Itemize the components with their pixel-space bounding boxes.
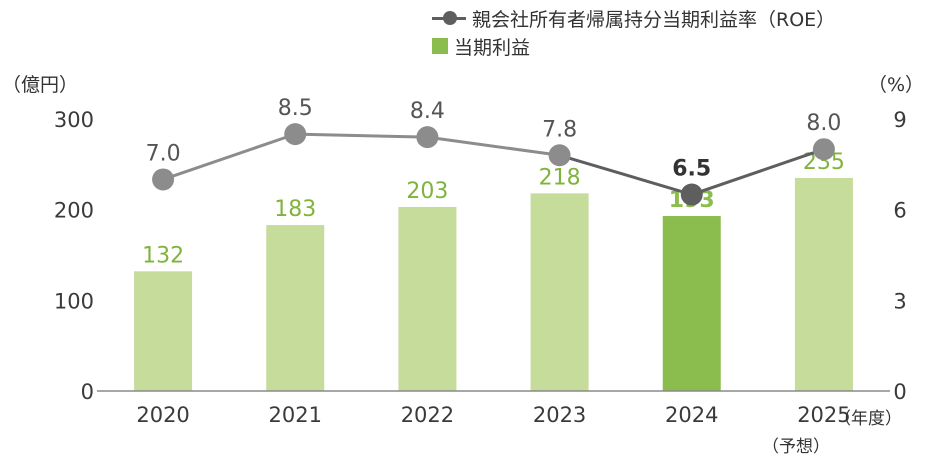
bar-2021 (266, 225, 325, 391)
right-axis-tick: 9 (893, 108, 906, 132)
bar-label-2022: 203 (406, 179, 448, 204)
roe-line-segment (691, 147, 825, 196)
right-axis-tick: 6 (893, 199, 906, 223)
legend-line-marker (432, 6, 466, 30)
x-axis-tick: 2022 (401, 403, 454, 427)
bar-2025 (794, 177, 853, 391)
legend-label-profit: 当期利益 (454, 36, 531, 59)
roe-point-2020 (152, 168, 175, 191)
roe-point-2025 (812, 138, 835, 161)
x-axis-unit: （年度） (834, 409, 902, 429)
legend-item-profit: 当期利益 (432, 34, 531, 59)
roe-point-2022 (416, 126, 439, 149)
left-axis-unit: （億円） (2, 74, 79, 96)
x-axis-tick: 2020 (136, 403, 189, 427)
legend-bar-marker (432, 38, 448, 54)
legend-label-roe: 親会社所有者帰属持分当期利益率（ROE） (472, 8, 836, 31)
left-axis-tick: 0 (81, 380, 94, 404)
bar-2020 (134, 271, 193, 391)
forecast-note: （予想） (762, 437, 830, 457)
bar-2024 (662, 216, 721, 391)
left-axis-tick: 300 (54, 108, 94, 132)
roe-label-2020: 7.0 (146, 141, 181, 166)
bar-label-2020: 132 (142, 243, 184, 268)
bar-2022 (398, 206, 457, 391)
roe-label-2023: 7.8 (542, 117, 577, 142)
roe-label-2024: 6.5 (672, 157, 711, 182)
left-axis-tick: 200 (54, 199, 94, 223)
roe-label-2021: 8.5 (278, 96, 313, 121)
bar-label-2023: 218 (539, 165, 581, 190)
bar-label-2021: 183 (274, 197, 316, 222)
bar-2023 (530, 193, 589, 391)
left-axis-tick: 100 (54, 289, 94, 313)
roe-line-segment (162, 132, 296, 181)
right-axis-unit: （%） (868, 74, 925, 96)
right-axis-tick: 0 (893, 380, 906, 404)
legend-item-roe: 親会社所有者帰属持分当期利益率（ROE） (432, 6, 836, 31)
roe-line-segment (427, 135, 560, 157)
roe-point-2023 (548, 144, 571, 167)
roe-label-2022: 8.4 (410, 99, 445, 124)
roe-line-segment (559, 153, 693, 196)
x-axis-tick: 2021 (269, 403, 322, 427)
roe-label-2025: 8.0 (806, 111, 841, 136)
right-axis-tick: 3 (893, 289, 906, 313)
x-axis-tick: 2024 (665, 403, 718, 427)
x-axis-tick: 2023 (533, 403, 586, 427)
x-axis-tick: 2025 (797, 403, 850, 427)
roe-point-2024 (680, 183, 703, 206)
roe-point-2021 (284, 123, 307, 146)
roe-line-segment (295, 132, 428, 139)
